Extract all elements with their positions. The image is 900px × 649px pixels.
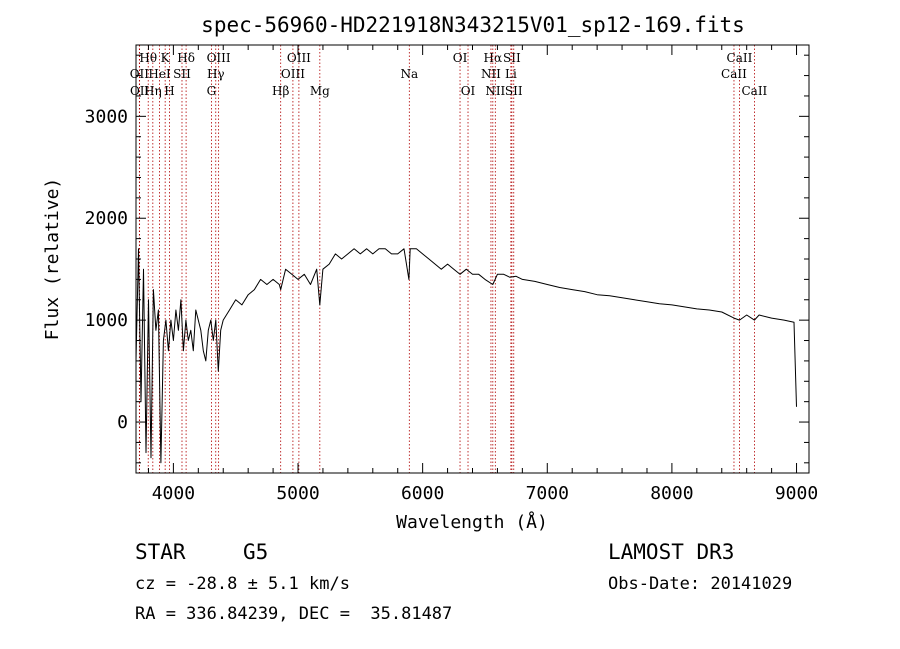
y-axis-label: Flux (relative) xyxy=(42,178,63,341)
x-tick-label-2: 6000 xyxy=(401,483,444,504)
line-label-18: OI xyxy=(461,84,476,98)
x-tick-label-5: 9000 xyxy=(775,483,818,504)
line-label-15: Mg xyxy=(310,84,330,98)
object-subclass: G5 xyxy=(243,540,268,564)
line-label-23: NII xyxy=(485,84,505,98)
line-label-25: CaII xyxy=(727,51,753,65)
line-label-7: H xyxy=(164,84,174,98)
y-tick-label-0: 0 xyxy=(117,412,128,433)
y-tick-label-3: 3000 xyxy=(85,106,128,127)
chart-title: spec-56960-HD221918N343215V01_sp12-169.f… xyxy=(201,13,745,37)
x-tick-label-1: 5000 xyxy=(276,483,319,504)
line-label-11: G xyxy=(207,84,217,98)
line-label-19: Hα xyxy=(484,51,503,65)
object-class: STAR xyxy=(135,540,186,564)
line-label-14: Hβ xyxy=(272,84,289,98)
line-label-5: HeI xyxy=(148,67,171,81)
spectrum-data xyxy=(135,248,797,464)
line-label-2: OII xyxy=(130,84,150,98)
x-tick-label-3: 7000 xyxy=(526,483,569,504)
line-label-26: CaII xyxy=(721,67,747,81)
line-label-10: Hγ xyxy=(207,67,225,81)
axis-ticks: 4000 5000 6000 7000 8000 9000 0 1000 2000 3000 xyxy=(85,45,818,504)
line-label-20: SII xyxy=(503,51,521,65)
x-tick-label-4: 8000 xyxy=(650,483,693,504)
line-label-0: Hθ xyxy=(139,51,157,65)
line-label-12: OIII xyxy=(287,51,311,65)
line-label-8: Hδ xyxy=(177,51,195,65)
y-tick-label-2: 2000 xyxy=(85,208,128,229)
x-tick-label-0: 4000 xyxy=(152,483,195,504)
line-label-17: OI xyxy=(453,51,468,65)
line-label-24: SII xyxy=(505,84,523,98)
line-label-27: CaII xyxy=(741,84,767,98)
redshift-text: cz = -28.8 ± 5.1 km/s xyxy=(135,574,350,594)
observation-date: Obs-Date: 20141029 xyxy=(608,574,792,594)
x-axis-label: Wavelength (Å) xyxy=(396,511,548,533)
line-label-22: Li xyxy=(505,67,517,81)
line-label-3: K xyxy=(161,51,171,65)
line-label-4: Hη xyxy=(144,84,162,98)
coordinates-text: RA = 336.84239, DEC = 35.81487 xyxy=(135,604,452,624)
plot-frame xyxy=(135,44,810,474)
y-tick-label-1: 1000 xyxy=(85,310,128,331)
line-label-21: NII xyxy=(481,67,501,81)
line-label-13: OIII xyxy=(281,67,305,81)
line-label-9: OIII xyxy=(207,51,231,65)
survey-name: LAMOST DR3 xyxy=(608,540,734,564)
line-label-16: Na xyxy=(400,67,418,81)
spectrum-series-line xyxy=(135,248,797,464)
line-label-6: SII xyxy=(173,67,191,81)
